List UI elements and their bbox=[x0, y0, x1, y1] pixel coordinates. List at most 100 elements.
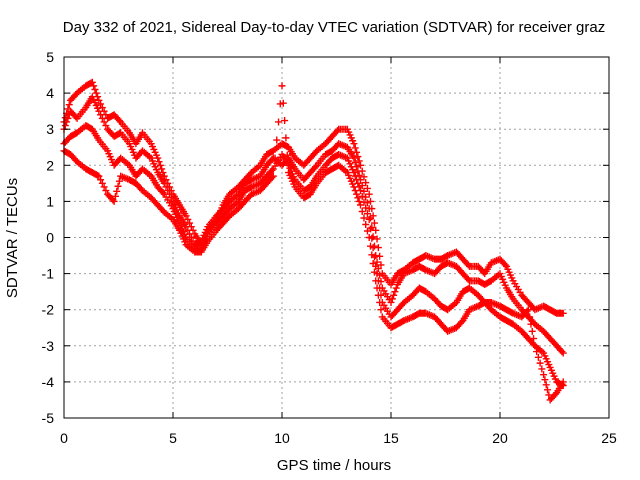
data-point bbox=[534, 353, 542, 361]
data-point bbox=[273, 136, 281, 144]
data-point bbox=[354, 153, 362, 161]
series-trace-c bbox=[60, 122, 567, 390]
data-point bbox=[246, 176, 254, 184]
data-point bbox=[350, 140, 358, 148]
data-point bbox=[95, 107, 103, 115]
data-point bbox=[95, 172, 103, 180]
data-point bbox=[372, 252, 380, 260]
data-point bbox=[368, 223, 376, 231]
data-point bbox=[186, 230, 194, 238]
data-point bbox=[353, 190, 361, 198]
data-point bbox=[545, 391, 553, 399]
data-point bbox=[98, 104, 106, 112]
data-point bbox=[354, 179, 362, 187]
data-point bbox=[458, 318, 466, 326]
data-point bbox=[97, 100, 105, 108]
y-tick-label: 0 bbox=[46, 230, 54, 246]
data-point bbox=[421, 265, 429, 273]
data-point bbox=[158, 165, 166, 173]
data-point bbox=[102, 122, 110, 130]
data-point bbox=[558, 348, 566, 356]
data-point bbox=[354, 167, 362, 175]
data-point bbox=[377, 306, 385, 314]
data-point bbox=[392, 284, 400, 292]
data-point bbox=[98, 179, 106, 187]
data-point bbox=[559, 309, 567, 317]
chart-title: Day 332 of 2021, Sidereal Day-to-day VTE… bbox=[63, 19, 605, 36]
grid bbox=[64, 57, 609, 418]
data-point bbox=[360, 187, 368, 195]
data-point bbox=[541, 376, 549, 384]
data-point bbox=[271, 154, 279, 162]
data-point bbox=[399, 317, 407, 325]
data-point bbox=[362, 204, 370, 212]
y-tick-label: -4 bbox=[42, 374, 55, 390]
x-tick-label: 25 bbox=[601, 430, 617, 446]
data-point bbox=[355, 197, 363, 205]
y-tick-label: -3 bbox=[42, 338, 55, 354]
data-point bbox=[97, 176, 105, 184]
data-point bbox=[162, 183, 170, 191]
series-trace-b bbox=[60, 93, 567, 357]
data-point bbox=[442, 252, 450, 260]
data-point bbox=[551, 390, 559, 398]
data-point bbox=[333, 162, 341, 170]
data-point bbox=[358, 182, 366, 190]
data-point bbox=[312, 163, 320, 171]
y-tick-label: 2 bbox=[46, 157, 54, 173]
data-point bbox=[377, 261, 385, 269]
data-point bbox=[540, 371, 548, 379]
data-point bbox=[278, 82, 286, 90]
data-point bbox=[351, 187, 359, 195]
data-point bbox=[102, 187, 110, 195]
data-point bbox=[98, 114, 106, 122]
data-point bbox=[350, 154, 358, 162]
data-point bbox=[184, 226, 192, 234]
data-point bbox=[358, 208, 366, 216]
data-point bbox=[333, 127, 341, 135]
data-point bbox=[115, 130, 123, 138]
data-point bbox=[350, 183, 358, 191]
data-point bbox=[464, 261, 472, 269]
data-point bbox=[363, 199, 371, 207]
data-point bbox=[527, 320, 535, 328]
data-point bbox=[363, 227, 371, 235]
data-point bbox=[114, 182, 122, 190]
data-point bbox=[279, 99, 287, 107]
y-tick-label: 5 bbox=[46, 49, 54, 65]
data-point bbox=[528, 327, 536, 335]
data-point bbox=[362, 221, 370, 229]
data-point bbox=[370, 268, 378, 276]
data-point bbox=[268, 166, 276, 174]
data-point bbox=[350, 169, 358, 177]
y-axis-label: SDTVAR / TECUs bbox=[4, 178, 21, 298]
data-point bbox=[109, 196, 117, 204]
data-point bbox=[182, 212, 190, 220]
data-point bbox=[360, 214, 368, 222]
series-trace-d bbox=[60, 82, 567, 404]
data-point bbox=[559, 378, 567, 386]
x-tick-labels: 0 5 10 15 20 25 bbox=[60, 430, 617, 446]
data-point bbox=[113, 187, 121, 195]
data-point bbox=[162, 176, 170, 184]
data-point bbox=[536, 359, 544, 367]
data-point bbox=[155, 158, 163, 166]
data-point bbox=[196, 238, 204, 246]
data-point bbox=[115, 177, 123, 185]
data-point bbox=[64, 114, 72, 122]
data-point bbox=[362, 193, 370, 201]
y-tick-label: 4 bbox=[46, 85, 54, 101]
data-point bbox=[388, 295, 396, 303]
data-point bbox=[283, 151, 291, 159]
data-point bbox=[184, 215, 192, 223]
data-point bbox=[111, 192, 119, 200]
data-point bbox=[88, 78, 96, 86]
x-tick-label: 15 bbox=[383, 430, 399, 446]
data-point bbox=[92, 89, 100, 97]
data-point bbox=[501, 261, 509, 269]
y-tick-label: -2 bbox=[42, 302, 55, 318]
data-point bbox=[387, 298, 395, 306]
data-point bbox=[269, 172, 277, 180]
data-point bbox=[508, 309, 516, 317]
data-point bbox=[544, 386, 552, 394]
